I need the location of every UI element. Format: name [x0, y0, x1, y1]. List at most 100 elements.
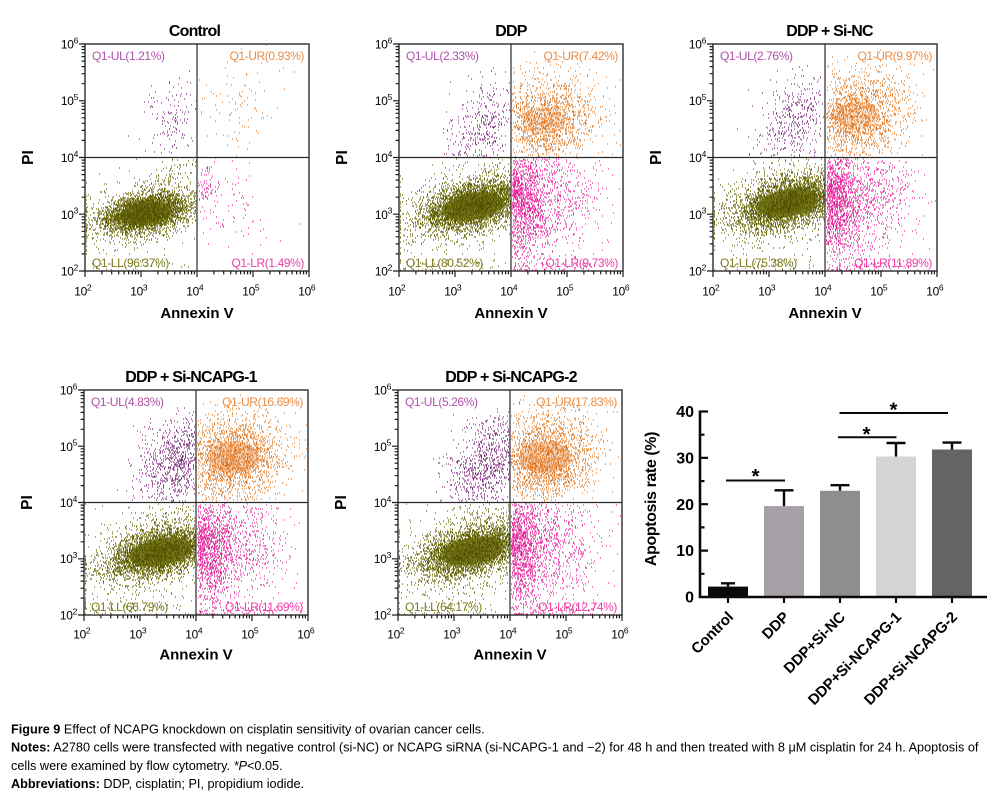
svg-text:Apoptosis rate (%): Apoptosis rate (%): [643, 432, 660, 566]
svg-text:PI: PI: [20, 150, 37, 165]
svg-text:DDP: DDP: [495, 23, 528, 40]
svg-text:102: 102: [73, 626, 91, 642]
svg-text:Notes: A2780 cells were transf: Notes: A2780 cells were transfected with…: [11, 741, 979, 755]
svg-text:PI: PI: [648, 150, 665, 165]
svg-text:Q1-LL(64.17%): Q1-LL(64.17%): [405, 600, 482, 614]
svg-text:104: 104: [60, 494, 78, 510]
svg-text:Q1-LR(9.73%): Q1-LR(9.73%): [545, 256, 618, 270]
svg-text:104: 104: [374, 494, 392, 510]
svg-text:106: 106: [297, 626, 315, 642]
svg-text:102: 102: [61, 262, 79, 278]
svg-text:102: 102: [689, 262, 707, 278]
svg-text:105: 105: [556, 282, 574, 298]
svg-text:Q1-UR(17.83%): Q1-UR(17.83%): [536, 395, 617, 409]
svg-text:Control: Control: [169, 23, 221, 40]
svg-text:105: 105: [61, 92, 79, 108]
svg-text:106: 106: [926, 282, 944, 298]
svg-text:105: 105: [689, 92, 707, 108]
svg-text:Q1-LR(11.89%): Q1-LR(11.89%): [854, 256, 932, 270]
svg-text:102: 102: [60, 606, 78, 622]
svg-text:102: 102: [374, 606, 392, 622]
svg-text:Annexin V: Annexin V: [160, 305, 233, 322]
svg-text:105: 105: [60, 438, 78, 454]
svg-text:20: 20: [676, 497, 694, 514]
svg-text:Q1-LL(66.79%): Q1-LL(66.79%): [91, 600, 168, 614]
svg-text:DDP + Si-NCAPG-1: DDP + Si-NCAPG-1: [125, 369, 257, 386]
svg-text:106: 106: [298, 282, 316, 298]
svg-text:Control: Control: [688, 609, 737, 658]
svg-text:106: 106: [375, 35, 393, 51]
svg-text:105: 105: [555, 626, 573, 642]
svg-text:cells were examined by flow cy: cells were examined by flow cytometry. *…: [11, 759, 283, 773]
svg-text:Q1-UL(2.76%): Q1-UL(2.76%): [720, 49, 793, 63]
svg-text:102: 102: [375, 262, 393, 278]
svg-text:103: 103: [443, 626, 461, 642]
svg-text:Q1-LR(11.69%): Q1-LR(11.69%): [225, 600, 303, 614]
svg-text:104: 104: [689, 149, 707, 165]
svg-text:106: 106: [374, 381, 392, 397]
svg-text:Figure 9 Effect of NCAPG knock: Figure 9 Effect of NCAPG knockdown on ci…: [11, 723, 485, 737]
svg-text:105: 105: [242, 282, 260, 298]
svg-text:104: 104: [375, 149, 393, 165]
svg-text:DDP + Si-NCAPG-2: DDP + Si-NCAPG-2: [445, 369, 577, 386]
svg-text:Q1-UR(0.93%): Q1-UR(0.93%): [229, 49, 304, 63]
svg-text:Q1-UL(2.33%): Q1-UL(2.33%): [406, 49, 479, 63]
svg-text:Q1-LL(96.37%): Q1-LL(96.37%): [92, 256, 169, 270]
svg-text:105: 105: [870, 282, 888, 298]
svg-text:103: 103: [61, 206, 79, 222]
svg-text:*: *: [863, 423, 871, 446]
svg-text:106: 106: [60, 381, 78, 397]
svg-text:Q1-UR(9.97%): Q1-UR(9.97%): [857, 49, 932, 63]
svg-text:103: 103: [374, 550, 392, 566]
svg-text:Q1-LL(80.52%): Q1-LL(80.52%): [406, 256, 483, 270]
svg-text:40: 40: [676, 404, 694, 421]
svg-text:102: 102: [702, 282, 720, 298]
svg-text:Annexin V: Annexin V: [474, 305, 547, 322]
svg-text:Q1-UL(4.83%): Q1-UL(4.83%): [91, 395, 164, 409]
svg-text:105: 105: [241, 626, 259, 642]
svg-text:Q1-UR(16.69%): Q1-UR(16.69%): [222, 395, 303, 409]
svg-text:DDP+Si-NCAPG-2: DDP+Si-NCAPG-2: [861, 609, 961, 709]
svg-text:106: 106: [612, 282, 630, 298]
svg-text:PI: PI: [19, 495, 36, 510]
svg-text:103: 103: [129, 626, 147, 642]
svg-text:104: 104: [499, 626, 517, 642]
svg-text:30: 30: [676, 450, 694, 467]
svg-text:102: 102: [387, 626, 405, 642]
svg-text:*: *: [890, 399, 898, 422]
svg-text:Abbreviations: DDP, cisplatin;: Abbreviations: DDP, cisplatin; PI, propi…: [11, 777, 304, 791]
svg-text:Q1-UL(5.26%): Q1-UL(5.26%): [405, 395, 478, 409]
svg-text:104: 104: [814, 282, 832, 298]
svg-text:PI: PI: [333, 495, 350, 510]
svg-text:106: 106: [689, 35, 707, 51]
svg-text:Q1-LL(75.38%): Q1-LL(75.38%): [720, 256, 797, 270]
svg-text:106: 106: [61, 35, 79, 51]
svg-text:DDP+Si-NCAPG-1: DDP+Si-NCAPG-1: [805, 609, 905, 709]
svg-text:102: 102: [388, 282, 406, 298]
svg-text:Q1-UL(1.21%): Q1-UL(1.21%): [92, 49, 165, 63]
svg-text:Annexin V: Annexin V: [788, 305, 861, 322]
svg-text:103: 103: [60, 550, 78, 566]
svg-text:103: 103: [689, 206, 707, 222]
svg-text:Annexin V: Annexin V: [159, 647, 232, 664]
svg-text:Q1-LR(12.74%): Q1-LR(12.74%): [538, 600, 617, 614]
svg-text:0: 0: [685, 590, 694, 607]
svg-text:103: 103: [130, 282, 148, 298]
svg-text:PI: PI: [334, 150, 351, 165]
svg-text:103: 103: [375, 206, 393, 222]
svg-text:103: 103: [758, 282, 776, 298]
svg-text:106: 106: [611, 626, 629, 642]
svg-text:DDP: DDP: [759, 609, 793, 643]
svg-text:10: 10: [676, 543, 694, 560]
svg-text:Q1-UR(7.42%): Q1-UR(7.42%): [543, 49, 618, 63]
svg-text:Q1-LR(1.49%): Q1-LR(1.49%): [231, 256, 304, 270]
svg-text:104: 104: [186, 282, 204, 298]
svg-text:105: 105: [374, 438, 392, 454]
svg-text:DDP + Si-NC: DDP + Si-NC: [786, 23, 874, 40]
svg-text:Annexin V: Annexin V: [473, 647, 546, 664]
svg-text:102: 102: [74, 282, 92, 298]
svg-text:104: 104: [185, 626, 203, 642]
svg-text:104: 104: [500, 282, 518, 298]
svg-text:103: 103: [444, 282, 462, 298]
svg-text:104: 104: [61, 149, 79, 165]
